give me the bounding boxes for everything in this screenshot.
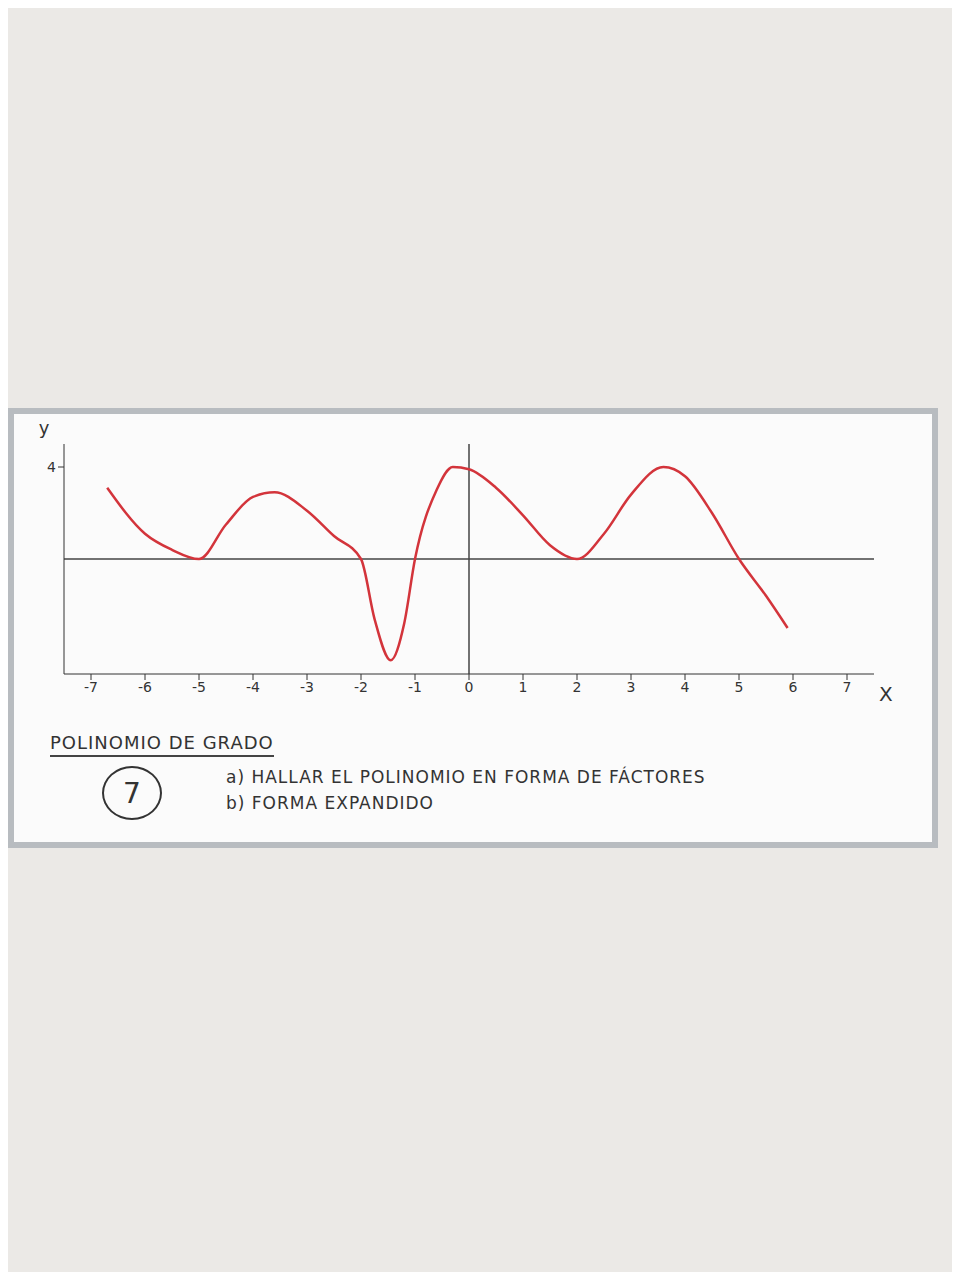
svg-text:-6: -6 [138, 679, 152, 695]
svg-text:-3: -3 [300, 679, 314, 695]
svg-text:-4: -4 [246, 679, 260, 695]
html-text:POLINOMIO DE GRADO: POLINOMIO DE GRADO [50, 732, 274, 753]
svg-text:3: 3 [627, 679, 636, 695]
html-text:a) HALLAR EL POLINOMIO EN FORM: a) HALLAR EL POLINOMIO EN FORMA DE FÁCTO… [226, 767, 706, 787]
svg-text:-5: -5 [192, 679, 206, 695]
svg-text:4: 4 [47, 459, 56, 475]
svg-text:-2: -2 [354, 679, 368, 695]
svg-text:y: y [39, 417, 50, 438]
svg-text:4: 4 [681, 679, 690, 695]
svg-text:0: 0 [465, 679, 474, 695]
html-text:b) FORMA EXPANDIDO: b) FORMA EXPANDIDO [226, 793, 434, 813]
svg-text:7: 7 [843, 679, 852, 695]
svg-text:5: 5 [735, 679, 744, 695]
svg-text:X: X [879, 682, 893, 706]
html-text:7: 7 [123, 776, 141, 810]
svg-text:1: 1 [519, 679, 528, 695]
svg-text:-1: -1 [408, 679, 422, 695]
svg-text:6: 6 [789, 679, 798, 695]
svg-text:2: 2 [573, 679, 582, 695]
svg-text:-7: -7 [84, 679, 98, 695]
